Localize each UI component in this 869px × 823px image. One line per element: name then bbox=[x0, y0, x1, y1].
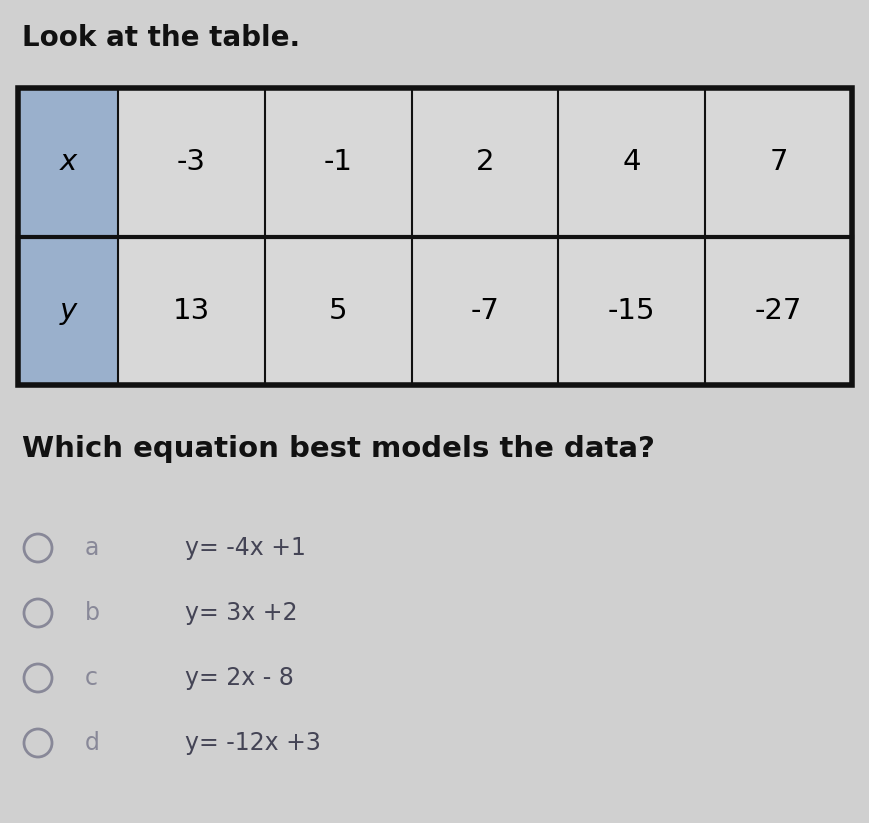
Text: y= -12x +3: y= -12x +3 bbox=[185, 731, 321, 755]
Text: Which equation best models the data?: Which equation best models the data? bbox=[22, 435, 654, 463]
Text: y: y bbox=[59, 297, 76, 325]
Text: 13: 13 bbox=[173, 297, 209, 325]
Text: b: b bbox=[85, 601, 100, 625]
Text: y= 2x - 8: y= 2x - 8 bbox=[185, 666, 294, 690]
Text: -7: -7 bbox=[470, 297, 499, 325]
Bar bbox=[705, 236, 851, 385]
Text: y= 3x +2: y= 3x +2 bbox=[185, 601, 297, 625]
Text: -1: -1 bbox=[323, 148, 352, 176]
Bar bbox=[18, 236, 118, 385]
Text: a: a bbox=[85, 536, 99, 560]
Text: 4: 4 bbox=[622, 148, 640, 176]
Bar bbox=[264, 236, 411, 385]
Bar bbox=[558, 236, 705, 385]
Bar bbox=[18, 88, 118, 236]
Text: -27: -27 bbox=[754, 297, 801, 325]
Text: d: d bbox=[85, 731, 100, 755]
Text: x: x bbox=[59, 148, 76, 176]
Bar bbox=[705, 88, 851, 236]
Bar bbox=[118, 236, 264, 385]
Text: -15: -15 bbox=[607, 297, 655, 325]
Text: c: c bbox=[85, 666, 98, 690]
Text: Look at the table.: Look at the table. bbox=[22, 24, 300, 52]
Bar bbox=[411, 88, 558, 236]
Bar bbox=[264, 88, 411, 236]
Bar bbox=[411, 236, 558, 385]
Text: 5: 5 bbox=[328, 297, 347, 325]
Bar bbox=[558, 88, 705, 236]
Text: y= -4x +1: y= -4x +1 bbox=[185, 536, 306, 560]
Text: 7: 7 bbox=[768, 148, 787, 176]
Text: 2: 2 bbox=[475, 148, 494, 176]
Bar bbox=[118, 88, 264, 236]
Bar bbox=[18, 88, 851, 385]
Text: -3: -3 bbox=[176, 148, 206, 176]
